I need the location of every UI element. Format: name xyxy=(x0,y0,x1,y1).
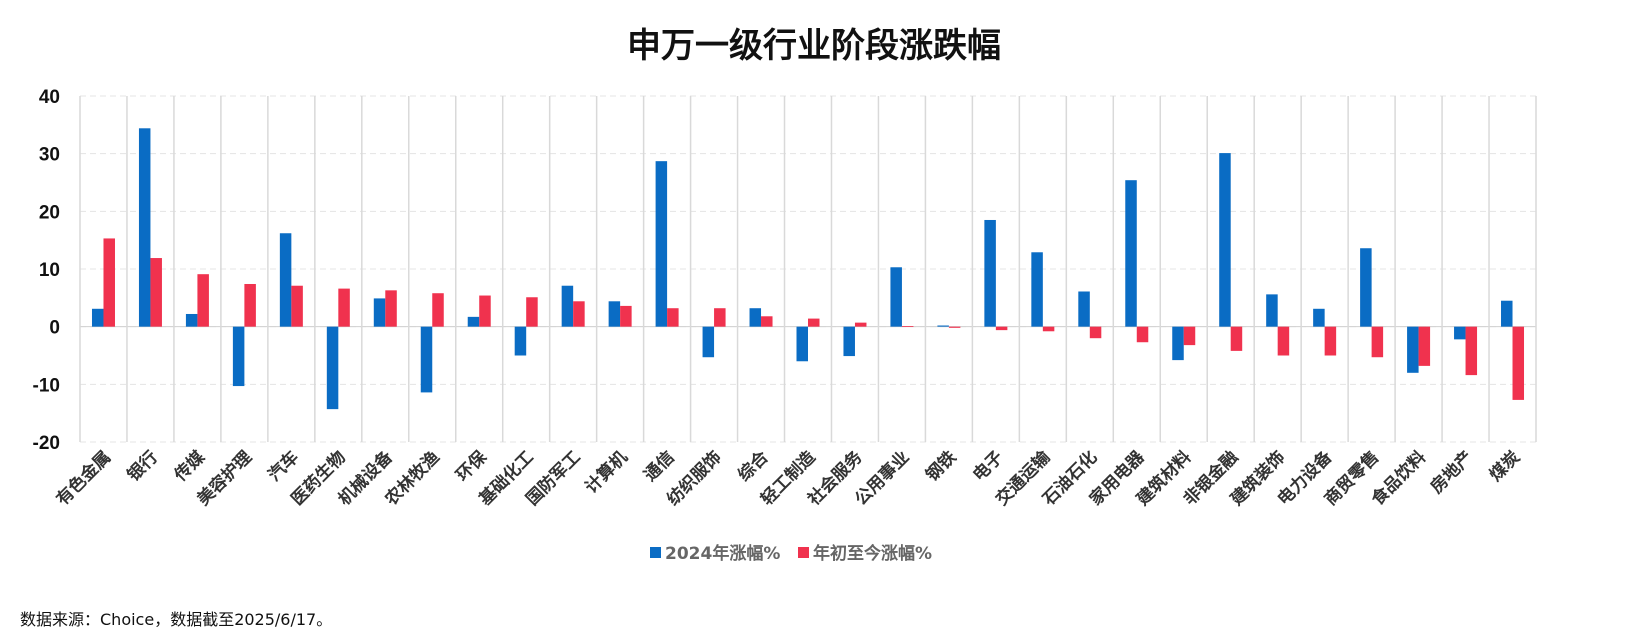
bar-series1 xyxy=(937,325,949,327)
bar-series1 xyxy=(1313,308,1325,327)
bar-series1 xyxy=(1454,326,1466,340)
bar-series1 xyxy=(138,128,151,327)
x-tick-label: 综合 xyxy=(734,446,774,486)
legend: 2024年涨幅% 年初至今涨幅% xyxy=(650,543,932,564)
bar-series2 xyxy=(901,326,914,327)
bar-series2 xyxy=(761,316,773,327)
y-tick-label: -10 xyxy=(33,375,60,396)
bar-series1 xyxy=(420,326,433,393)
legend-item: 年初至今涨幅% xyxy=(798,543,932,564)
bar-series1 xyxy=(1125,180,1137,327)
gridlines xyxy=(80,95,1536,443)
bar-series1 xyxy=(1078,291,1090,327)
bar-series1 xyxy=(326,326,339,410)
bar-series1 xyxy=(185,313,198,327)
y-tick-label: 20 xyxy=(39,202,60,223)
bar-series1 xyxy=(702,326,715,358)
legend-swatch xyxy=(798,547,809,558)
x-tick-label: 电子 xyxy=(969,447,1008,486)
bar-series2 xyxy=(808,318,820,327)
bar-series2 xyxy=(620,305,632,327)
bar-series1 xyxy=(843,326,855,357)
legend-label: 年初至今涨幅% xyxy=(813,543,932,564)
bar-series2 xyxy=(854,322,867,327)
bar-series1 xyxy=(796,326,808,362)
bar-series2 xyxy=(103,238,115,327)
x-axis-ticks: 有色金属 银行 传媒美容护理 汽车医药生物机械设备农林牧渔 环保基础化工国防军工计算机通… xyxy=(52,446,1524,510)
chart-title: 申万一级行业阶段涨跌幅 xyxy=(627,26,1001,66)
bar-series1 xyxy=(749,308,762,327)
bar-series2 xyxy=(432,293,444,327)
bar-series1 xyxy=(1219,153,1231,327)
bar-series2 xyxy=(526,297,538,327)
bar-series2 xyxy=(197,274,209,327)
bar-series2 xyxy=(1418,326,1431,366)
x-tick-label: 通信 xyxy=(640,447,679,486)
x-tick-label: 汽车 xyxy=(264,447,303,486)
bar-series1 xyxy=(1501,300,1513,327)
bar-series2 xyxy=(291,285,303,327)
bar-series2 xyxy=(1136,326,1149,343)
bar-series1 xyxy=(514,326,527,356)
x-tick-label: 煤炭 xyxy=(1485,447,1524,486)
bar-series1 xyxy=(373,298,386,327)
bar-series1 xyxy=(1172,326,1184,361)
y-tick-label: 40 xyxy=(39,87,60,108)
x-tick-label: 房地产 xyxy=(1426,447,1477,498)
y-tick-label: 10 xyxy=(39,260,60,281)
legend-swatch xyxy=(650,547,661,558)
bar-series1 xyxy=(984,219,996,327)
bar-series1 xyxy=(1266,294,1278,327)
bar-series2 xyxy=(948,326,961,328)
bars xyxy=(91,128,1525,410)
bar-series2 xyxy=(1277,326,1290,356)
bar-series2 xyxy=(385,290,397,327)
bar-series2 xyxy=(573,301,585,327)
source-note: 数据来源：Choice，数据截至2025/6/17。 xyxy=(20,610,333,629)
bar-series2 xyxy=(338,288,350,327)
x-tick-label: 计算机 xyxy=(581,447,632,498)
bar-series1 xyxy=(91,308,104,327)
bar-series1 xyxy=(1360,248,1372,327)
bar-series1 xyxy=(608,301,621,327)
x-tick-label: 有色金属 xyxy=(52,447,115,510)
bar-series2 xyxy=(479,295,491,327)
bar-series2 xyxy=(1230,326,1243,351)
bar-series2 xyxy=(1324,326,1337,356)
y-tick-label: 0 xyxy=(49,318,60,339)
x-tick-label: 钢铁 xyxy=(922,447,961,486)
bar-series1 xyxy=(1031,252,1043,327)
bar-series1 xyxy=(890,267,902,327)
bar-series2 xyxy=(1042,326,1055,332)
bar-series2 xyxy=(1512,326,1525,400)
x-tick-label: 环保 xyxy=(452,446,492,486)
bar-series2 xyxy=(244,283,256,327)
bar-series1 xyxy=(467,316,480,327)
legend-label: 2024年涨幅% xyxy=(665,543,780,564)
bar-series2 xyxy=(995,326,1008,331)
bar-series1 xyxy=(1407,326,1419,373)
bar-series1 xyxy=(561,285,574,327)
category-separators xyxy=(79,96,1537,442)
bar-series2 xyxy=(1465,326,1478,376)
y-tick-label: 30 xyxy=(39,145,60,166)
bar-series2 xyxy=(714,308,726,327)
bar-series2 xyxy=(1371,326,1384,358)
bar-series2 xyxy=(667,308,679,327)
bar-series2 xyxy=(150,258,162,327)
bar-series2 xyxy=(1089,326,1102,339)
bar-series1 xyxy=(232,326,245,387)
bar-series1 xyxy=(655,161,668,327)
y-axis-ticks: -20 -10 0 10 20 30 40 xyxy=(33,87,60,454)
x-tick-label: 传媒 xyxy=(169,446,209,486)
y-tick-label: -20 xyxy=(33,433,60,454)
legend-item: 2024年涨幅% xyxy=(650,543,780,564)
bar-series1 xyxy=(279,233,292,327)
bar-series2 xyxy=(1183,326,1196,346)
x-tick-label: 银行 xyxy=(123,447,162,486)
